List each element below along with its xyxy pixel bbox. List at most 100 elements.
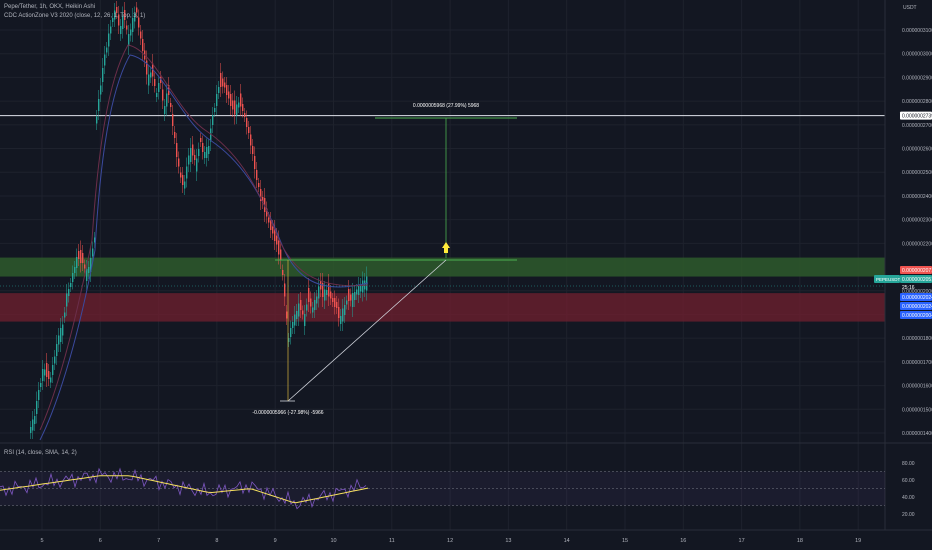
candle-body (342, 308, 344, 322)
price-tick-label: 0.0000003000 (902, 52, 932, 58)
rsi-title: RSI (14, close, SMA, 14, 2) (4, 450, 77, 456)
hline-price-tag-bg (900, 111, 932, 120)
candle-body (348, 289, 350, 301)
candle-body (184, 181, 186, 189)
candle-body (296, 311, 298, 319)
candle-body (214, 108, 216, 112)
candle-body (60, 328, 62, 342)
price-tick-label: 0.0000001800 (902, 336, 932, 342)
candle-body (270, 220, 272, 230)
candle-body (116, 7, 118, 13)
candle-body (220, 73, 222, 87)
price-tag-blue2-bg (900, 302, 932, 310)
candle-body (142, 39, 144, 51)
candle-body (262, 197, 264, 203)
candle-body (90, 258, 92, 272)
candle-body (78, 251, 80, 259)
candle-body (300, 300, 302, 310)
candle-body (246, 118, 248, 127)
candle-body (244, 113, 246, 117)
candle-body (172, 114, 174, 126)
candle-body (182, 175, 184, 185)
candle-body (174, 132, 176, 138)
candle-body (322, 283, 324, 297)
candle-body (234, 100, 236, 115)
price-tick-label: 0.0000001400 (902, 431, 932, 437)
candle-body (186, 166, 188, 179)
candle-body (68, 289, 70, 296)
price-tick-label: 0.0000001700 (902, 360, 932, 366)
candle-body (180, 172, 182, 178)
candle-body (148, 74, 150, 86)
candle-body (70, 283, 72, 287)
candle-body (294, 314, 296, 326)
up-arrow-head (442, 242, 450, 248)
candle-body (124, 10, 126, 20)
candle-body (100, 85, 102, 95)
candle-body (280, 249, 282, 261)
candle-body (118, 14, 120, 26)
candle-body (230, 94, 232, 106)
support-zone-green (0, 257, 885, 277)
time-tick-label: 17 (739, 538, 745, 544)
candles (30, 1, 368, 439)
candle-body (130, 29, 132, 36)
candle-body (258, 183, 260, 187)
candle-body (34, 416, 36, 424)
candle-body (222, 78, 224, 87)
candle-body (196, 158, 198, 172)
candle-body (96, 116, 98, 124)
candle-body (102, 68, 104, 82)
candle-body (176, 143, 178, 157)
time-tick-label: 12 (447, 538, 453, 544)
candle-body (40, 383, 42, 387)
price-tag-blue3: 0.0000002004 (902, 313, 932, 319)
candle-body (260, 189, 262, 201)
candle-body (242, 104, 244, 111)
time-tick-label: 16 (680, 538, 686, 544)
candle-body (224, 82, 226, 88)
candle-body (324, 289, 326, 301)
ema-fast-line (39, 44, 369, 431)
candle-body (52, 365, 54, 375)
candle-body (80, 250, 82, 263)
candle-body (138, 17, 140, 28)
price-tag-green-bg (900, 275, 932, 283)
candle-body (336, 302, 338, 308)
rsi-tick-label: 60.00 (902, 478, 915, 484)
candle-body (284, 283, 286, 297)
candle-body (240, 93, 242, 107)
rsi-ma-line (0, 475, 369, 504)
candle-body (238, 102, 240, 108)
symbol-title: Pepe/Tether, 1h, OKX, Heikin Ashi (4, 4, 96, 10)
measure-up-label: 0.0000005968 (27.99%) 5968 (413, 103, 479, 109)
time-tick-label: 6 (99, 538, 102, 544)
candle-body (310, 298, 312, 307)
candle-body (190, 148, 192, 162)
candle-body (318, 286, 320, 299)
candle-body (146, 60, 148, 75)
ticker-tag-bg (874, 275, 900, 283)
candle-body (110, 26, 112, 34)
candle-body (332, 298, 334, 302)
candle-body (122, 16, 124, 29)
candle-body (164, 106, 166, 114)
price-tick-label: 0.0000002300 (902, 218, 932, 224)
candle-body (354, 292, 356, 300)
candle-body (112, 18, 114, 22)
candle-body (170, 103, 172, 107)
time-tick-label: 19 (855, 538, 861, 544)
candle-body (188, 155, 190, 165)
candle-body (236, 104, 238, 116)
rising-trendline (287, 259, 447, 402)
candle-body (304, 314, 306, 326)
candle-body (156, 93, 158, 97)
candle-body (62, 324, 64, 336)
price-scale (885, 0, 932, 530)
price-tick-label: 0.0000001500 (902, 407, 932, 413)
price-tag-red: 0.0000002071 (902, 268, 932, 274)
candle-body (84, 264, 86, 269)
candle-body (308, 288, 310, 302)
candle-body (44, 369, 46, 376)
